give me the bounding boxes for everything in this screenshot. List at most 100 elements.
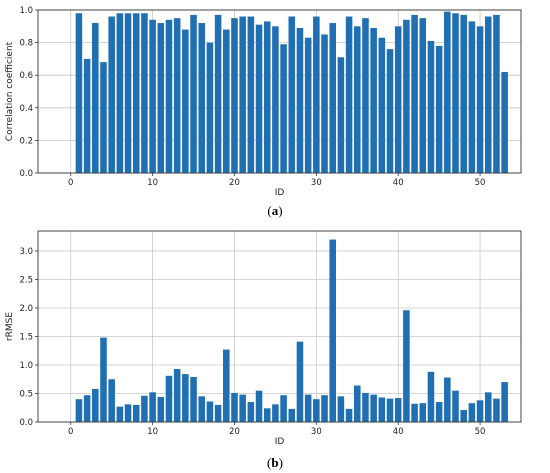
bar [378,37,386,174]
bar [100,62,107,173]
bar [132,13,140,174]
bar [321,395,328,422]
bar [165,19,173,174]
bar [231,392,238,422]
bar [190,376,197,422]
y-tick-label: 0.6 [19,71,33,81]
bar [157,23,165,174]
x-tick-label: 10 [147,427,158,437]
bar [239,394,246,422]
bar [231,18,238,174]
bar [370,27,377,174]
bar [370,394,377,422]
bar [214,14,222,174]
bar [411,14,418,174]
bar [92,388,99,422]
y-tick-label: 0.0 [19,169,33,179]
bar [394,26,402,173]
bar [337,396,345,422]
bar [337,57,345,173]
bar [263,408,271,422]
y-tick-label: 0.8 [19,39,33,49]
bar [100,337,107,422]
x-tick-label: 30 [311,427,322,437]
bar [173,368,181,422]
bar [329,239,336,422]
bar [444,377,451,422]
y-tick-label: 1.0 [19,361,33,371]
bar [206,401,214,422]
y-axis-label: rRMSE [5,312,15,341]
x-tick-label: 50 [475,178,486,188]
bar [75,13,83,174]
bar [132,404,140,422]
x-axis-label: ID [275,437,285,447]
y-tick-label: 1.5 [19,332,33,342]
bar [353,385,361,422]
bar [280,44,287,174]
bar [92,23,99,174]
bar [198,396,206,422]
caption-b: (b) [267,455,283,470]
y-axis-label: Correlation coefficient [5,41,15,141]
bar [255,390,263,422]
bar [124,13,132,174]
bar [223,349,230,422]
bar [476,26,484,173]
bar [460,14,467,174]
bar [435,45,443,173]
y-tick-label: 0.4 [19,104,33,114]
bar [362,18,369,174]
bar [427,371,435,422]
bar [141,13,148,174]
y-tick-label: 1.0 [19,6,33,16]
bar [75,399,83,422]
bar [280,395,287,422]
bar [313,399,320,422]
bar [304,394,312,422]
bar [321,34,328,174]
bar [411,403,418,422]
bar [263,21,271,173]
bar [403,19,410,174]
bar [149,392,156,422]
bar [386,398,394,422]
bar [223,29,230,174]
bar [198,23,206,174]
bar [206,42,214,173]
bar [468,403,476,422]
caption-a: (a) [267,203,283,218]
bar [468,21,476,173]
y-tick-label: 0.2 [19,136,33,146]
bar [362,392,369,422]
bar [403,310,410,422]
x-tick-label: 50 [475,427,486,437]
bar [141,395,148,422]
bar [501,71,508,173]
y-tick-label: 2.5 [19,275,33,285]
x-tick-label: 30 [311,178,322,188]
bar [419,403,427,422]
bar [182,29,189,174]
bar [149,19,156,174]
y-tick-label: 0.0 [19,418,33,428]
bar [427,40,435,173]
bar [272,26,279,173]
bar [247,402,255,422]
bar [83,58,91,173]
bar [394,398,402,422]
bar [108,16,115,173]
y-tick-label: 0.5 [19,389,33,399]
bar [484,16,492,173]
x-tick-label: 0 [68,427,73,437]
bar [165,375,173,422]
bar [501,382,508,422]
bar [239,16,246,173]
bar [452,13,459,174]
bar [288,16,296,173]
x-tick-label: 40 [393,178,404,188]
bar [484,392,492,422]
bar [493,398,500,422]
bar [214,404,222,422]
bar [296,341,304,422]
